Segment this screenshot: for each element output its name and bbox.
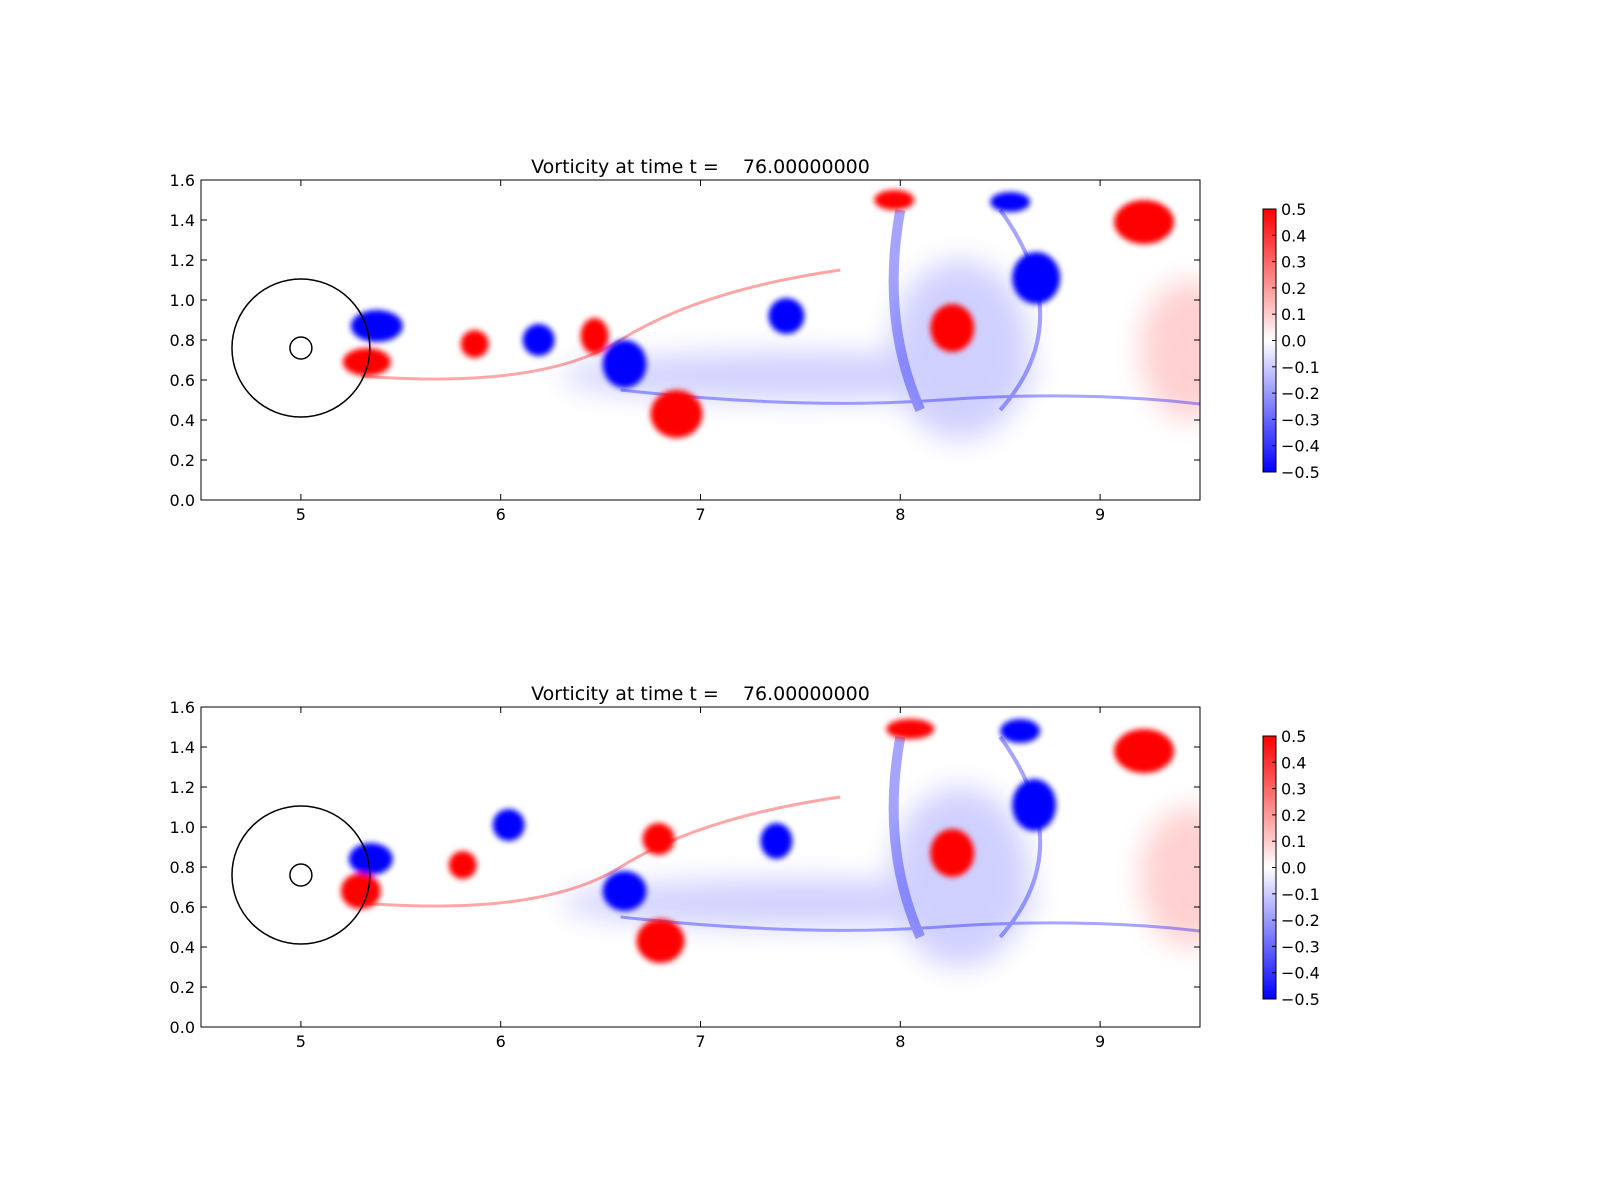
colorbar-tick-label: 0.4 [1281,753,1306,772]
colorbar-tick-label: 0.3 [1281,253,1306,272]
negative-vortex [1012,252,1061,304]
vorticity-panel-top: 5 6 7 8 9 0.0 0.2 0.4 0.6 0.8 1.0 1.2 1.4 1.6 Vorticit… [170,156,1320,524]
y-tick-label: 1.2 [170,251,195,270]
negative-vortex [348,843,393,875]
y-tick-label: 0.2 [170,978,195,997]
vorticity-panel-bottom: 5 6 7 8 9 0.0 0.2 0.4 0.6 0.8 1.0 1.2 1.4 1.6 Vorticit… [170,683,1320,1051]
colorbar-tick-label: −0.2 [1281,911,1320,930]
positive-vortex [340,873,381,909]
colorbar-tick-label: 0.1 [1281,305,1306,324]
negative-vortex [602,871,647,911]
y-tick-label: 1.6 [170,698,195,717]
negative-vortex [492,809,525,841]
colorbar-tick-label: 0.2 [1281,806,1306,825]
positive-vortex [342,348,391,376]
positive-vortex [580,318,609,354]
negative-vortex [350,310,403,342]
y-tick-label: 1.2 [170,778,195,797]
positive-vortex [886,719,935,739]
x-tick-label: 7 [695,505,705,524]
colorbar-tick-label: 0.5 [1281,727,1306,746]
plot-title: Vorticity at time t = 76.00000000 [531,683,870,705]
negative-vortex [768,298,805,334]
colorbar-tick-label: −0.4 [1281,437,1320,456]
colorbar-tick-label: −0.3 [1281,937,1320,956]
colorbar: 0.5 0.4 0.3 0.2 0.1 0.0 −0.1 −0.2 −0.3 −0.4 −0.5 [1262,727,1320,1009]
positive-vortex [930,304,975,352]
colorbar-tick-label: −0.2 [1281,384,1320,403]
vorticity-field [231,190,1200,440]
negative-vortex [760,823,793,859]
vorticity-field [231,719,1200,967]
positive-vortex [1114,200,1175,244]
colorbar-tick-label: 0.1 [1281,832,1306,851]
positive-vortex [930,829,975,877]
colorbar-tick-label: 0.0 [1281,332,1306,351]
colorbar-tick-label: −0.5 [1281,990,1320,1009]
y-tick-label: 1.4 [170,211,195,230]
positive-vortex [460,330,489,358]
x-tick-label: 8 [895,1032,905,1051]
negative-vortex [1012,779,1057,831]
y-tick-label: 0.0 [170,1018,195,1037]
cylinder-circle [289,863,313,887]
y-tick-label: 0.6 [170,371,195,390]
positive-vortex [1114,729,1175,773]
cylinder-circle [289,336,313,360]
colorbar-tick-label: −0.1 [1281,885,1320,904]
y-tick-label: 1.6 [170,171,195,190]
x-tick-label: 5 [296,1032,306,1051]
y-tick-label: 0.6 [170,898,195,917]
negative-vortex [990,192,1031,212]
y-tick-label: 1.0 [170,291,195,310]
positive-vortex [636,919,685,963]
y-tick-label: 0.4 [170,411,195,430]
colorbar-tick-label: −0.5 [1281,463,1320,482]
x-tick-label: 9 [1095,505,1105,524]
colorbar-tick-label: 0.2 [1281,279,1306,298]
colorbar-tick-label: 0.0 [1281,859,1306,878]
y-tick-label: 0.2 [170,451,195,470]
x-tick-label: 5 [296,505,306,524]
positive-vortex [874,190,915,210]
plot-title: Vorticity at time t = 76.00000000 [531,156,870,178]
plot-area [201,180,1200,500]
colorbar-tick-label: −0.4 [1281,964,1320,983]
y-tick-label: 0.0 [170,491,195,510]
outer-overlay-circle [231,805,371,945]
negative-vortex [602,340,647,388]
x-tick-label: 6 [496,505,506,524]
positive-vortex [650,390,703,438]
y-tick-label: 0.8 [170,858,195,877]
y-tick-label: 0.8 [170,331,195,350]
colorbar-tick-label: 0.4 [1281,226,1306,245]
outer-overlay-circle [231,278,371,418]
colorbar-tick-label: 0.5 [1281,200,1306,219]
colorbar-tick-label: 0.3 [1281,780,1306,799]
negative-vortex [522,324,555,356]
x-tick-label: 7 [695,1032,705,1051]
x-tick-label: 9 [1095,1032,1105,1051]
colorbar: 0.5 0.4 0.3 0.2 0.1 0.0 −0.1 −0.2 −0.3 −0.4 −0.5 [1262,200,1320,482]
plot-area [201,707,1200,1027]
positive-vortex [448,851,477,879]
colorbar-tick-label: −0.1 [1281,358,1320,377]
positive-vortex [642,823,675,855]
x-tick-label: 8 [895,505,905,524]
y-tick-label: 1.0 [170,818,195,837]
x-tick-label: 6 [496,1032,506,1051]
y-tick-label: 0.4 [170,938,195,957]
negative-vortex [1000,719,1041,743]
colorbar-tick-label: −0.3 [1281,410,1320,429]
y-tick-label: 1.4 [170,738,195,757]
